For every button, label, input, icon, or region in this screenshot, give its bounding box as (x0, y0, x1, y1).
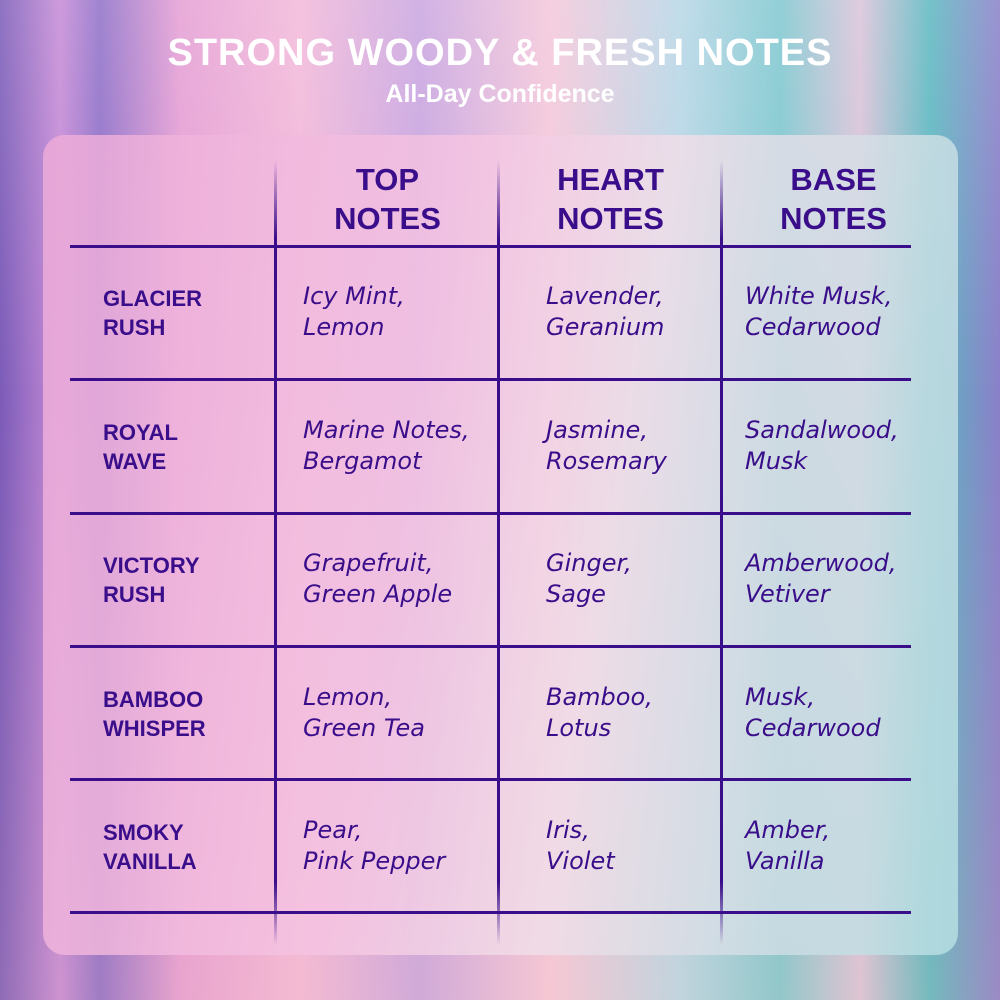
line: Lemon (303, 313, 385, 341)
line: ROYAL (103, 419, 178, 445)
line: Vetiver (745, 580, 830, 608)
row-divider (70, 778, 911, 781)
row-divider (70, 245, 911, 248)
row-divider (70, 512, 911, 515)
line: White Musk, (745, 282, 893, 310)
cell-base-notes: Amberwood, Vetiver (745, 548, 897, 610)
line: HEART (557, 162, 664, 197)
line: Icy Mint, (303, 282, 405, 310)
line: BASE (790, 162, 877, 197)
column-divider (497, 160, 500, 945)
line: Green Tea (303, 713, 426, 742)
line: RUSH (103, 582, 166, 607)
row-divider (70, 645, 911, 648)
line: Pink Pepper (303, 847, 446, 875)
line: Cedarwood (745, 313, 881, 341)
row-divider (70, 911, 911, 914)
line: Jasmine, (546, 415, 648, 444)
cell-top-notes: Grapefruit, Green Apple (303, 548, 452, 610)
line: SMOKY (103, 820, 184, 845)
line: NOTES (557, 201, 664, 236)
line: Musk, (745, 682, 815, 711)
line: BAMBOO (103, 686, 204, 712)
line: Sage (546, 580, 606, 608)
line: Cedarwood (745, 713, 881, 742)
line: Lavender, (546, 282, 664, 310)
cell-top-notes: Marine Notes, Bergamot (303, 415, 470, 477)
line: Bergamot (303, 446, 422, 475)
row-label: GLACIER RUSH (103, 284, 202, 342)
column-header: TOP NOTES (276, 160, 499, 238)
line: Rosemary (546, 446, 667, 475)
cell-heart-notes: Iris, Violet (546, 815, 615, 877)
line: Iris, (546, 816, 590, 844)
line: Green Apple (303, 580, 453, 608)
cell-heart-notes: Ginger, Sage (546, 548, 632, 610)
line: NOTES (334, 201, 441, 236)
cell-base-notes: Amber, Vanilla (745, 815, 830, 877)
row-divider (70, 378, 911, 381)
row-label: BAMBOO WHISPER (103, 685, 206, 743)
column-header: BASE NOTES (722, 160, 945, 238)
line: Sandalwood, (745, 415, 899, 444)
cell-base-notes: Musk, Cedarwood (745, 682, 881, 744)
line: Violet (546, 847, 615, 875)
line: VANILLA (103, 849, 197, 874)
cell-base-notes: White Musk, Cedarwood (745, 281, 892, 343)
cell-heart-notes: Lavender, Geranium (546, 281, 664, 343)
column-divider (720, 160, 723, 945)
line: Amberwood, (745, 549, 897, 577)
line: Geranium (546, 313, 665, 341)
row-label: SMOKY VANILLA (103, 818, 197, 876)
cell-heart-notes: Jasmine, Rosemary (546, 415, 667, 477)
line: Lemon, (303, 682, 393, 711)
cell-top-notes: Pear, Pink Pepper (303, 815, 445, 877)
line: Amber, (745, 816, 831, 844)
column-header: HEART NOTES (499, 160, 722, 238)
cell-base-notes: Sandalwood, Musk (745, 415, 899, 477)
cell-heart-notes: Bamboo, Lotus (546, 682, 653, 744)
line: RUSH (103, 315, 166, 340)
line: Pear, (303, 816, 363, 844)
row-label: ROYAL WAVE (103, 418, 178, 476)
notes-table-card (43, 135, 958, 955)
line: Grapefruit, (303, 549, 434, 577)
row-label: VICTORY RUSH (103, 551, 200, 609)
line: Marine Notes, (303, 415, 470, 444)
line: Vanilla (745, 847, 825, 875)
line: Musk (745, 446, 808, 475)
cell-top-notes: Lemon, Green Tea (303, 682, 425, 744)
line: GLACIER (103, 286, 202, 311)
column-divider (274, 160, 277, 945)
line: TOP (355, 162, 420, 197)
line: Ginger, (546, 549, 632, 577)
cell-top-notes: Icy Mint, Lemon (303, 281, 405, 343)
line: Bamboo, (546, 682, 653, 711)
page-subtitle: All-Day Confidence (385, 80, 615, 108)
line: WAVE (103, 448, 167, 474)
line: NOTES (780, 201, 887, 236)
line: WHISPER (103, 715, 206, 741)
line: VICTORY (103, 553, 200, 578)
line: Lotus (546, 713, 612, 742)
page-title: STRONG WOODY & FRESH NOTES (167, 32, 833, 74)
